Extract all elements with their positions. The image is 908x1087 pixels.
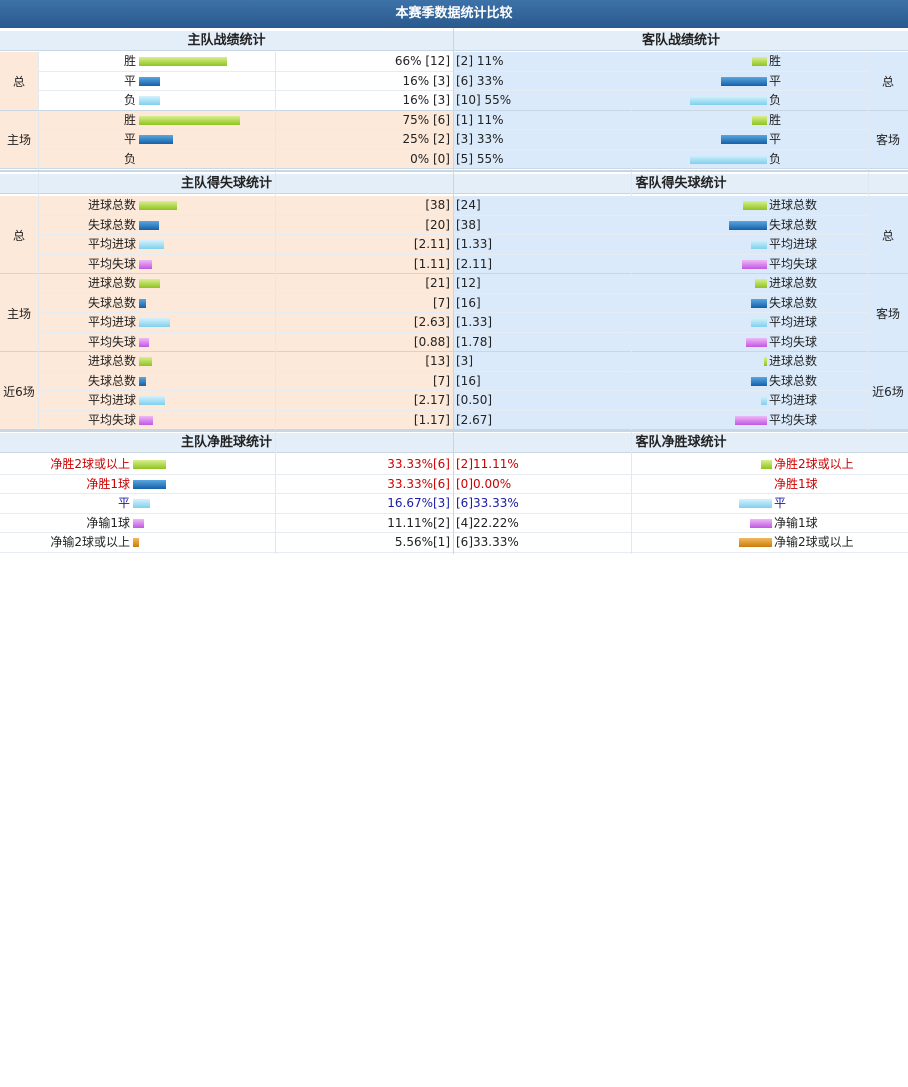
- goals-away-bar: [751, 240, 767, 249]
- goals-away-bar: [761, 396, 767, 405]
- away-group-label: 近6场: [868, 352, 908, 430]
- away-goals-header: 客队得失球统计: [454, 174, 908, 194]
- net-row-label: 净输2球或以上: [0, 533, 130, 1087]
- net-away-bar: [750, 519, 772, 528]
- record-home-bar: [139, 116, 240, 125]
- section-divider: [0, 430, 908, 432]
- home-group-label: 主场: [0, 274, 38, 352]
- goals-home-bar: [139, 279, 160, 288]
- column-divider: [38, 52, 39, 432]
- net-home-bar: [133, 480, 166, 489]
- goals-away-bar: [751, 299, 767, 308]
- record-home-bar: [139, 77, 160, 86]
- net-home-bar: [133, 538, 139, 547]
- record-away-bar: [690, 96, 767, 105]
- net-home-value: 5.56%[1]: [270, 533, 450, 1087]
- net-home-bar: [133, 499, 150, 508]
- record-away-bar: [721, 135, 767, 144]
- page-title: 本赛季数据统计比较: [0, 0, 908, 28]
- goals-home-bar: [139, 357, 152, 366]
- away-group-label: 客场: [868, 111, 908, 170]
- home-goals-header: 主队得失球统计: [0, 174, 453, 194]
- goals-home-bar: [139, 396, 165, 405]
- record-away-bar: [752, 57, 767, 66]
- away-net-header: 客队净胜球统计: [454, 433, 908, 453]
- goals-home-bar: [139, 240, 164, 249]
- column-divider: [275, 52, 276, 554]
- net-away-bar: [739, 499, 772, 508]
- goals-away-bar: [746, 338, 767, 347]
- goals-home-bar: [139, 377, 146, 386]
- record-home-bar: [139, 135, 173, 144]
- net-home-bar: [133, 519, 144, 528]
- home-group-label: 总: [0, 196, 38, 274]
- goals-home-bar: [139, 338, 149, 347]
- net-away-bar: [739, 538, 772, 547]
- record-home-bar: [139, 96, 160, 105]
- goals-away-bar: [751, 318, 767, 327]
- row-divider: [0, 552, 908, 553]
- column-divider: [453, 28, 454, 554]
- net-away-value: [6]33.33%: [456, 533, 626, 1087]
- record-away-bar: [752, 116, 767, 125]
- column-divider: [868, 52, 869, 432]
- net-row-label-away: 净输2球或以上: [774, 533, 904, 1087]
- section-divider: [0, 170, 908, 172]
- record-away-bar: [721, 77, 767, 86]
- away-group-label: 客场: [868, 274, 908, 352]
- goals-home-bar: [139, 299, 146, 308]
- goals-home-bar: [139, 416, 153, 425]
- net-home-bar: [133, 460, 166, 469]
- goals-away-bar: [735, 416, 767, 425]
- goals-away-bar: [743, 201, 767, 210]
- record-away-bar: [690, 155, 767, 164]
- goals-away-bar: [764, 357, 767, 366]
- home-group-label: 主场: [0, 111, 38, 170]
- goals-away-bar: [755, 279, 767, 288]
- goals-home-bar: [139, 318, 170, 327]
- goals-away-bar: [742, 260, 767, 269]
- home-group-label: 近6场: [0, 352, 38, 430]
- away-group-label: 总: [868, 196, 908, 274]
- away-record-header: 客队战绩统计: [454, 31, 908, 51]
- home-group-label: 总: [0, 52, 38, 111]
- column-divider: [631, 52, 632, 554]
- record-home-bar: [139, 57, 227, 66]
- away-group-label: 总: [868, 52, 908, 111]
- goals-home-bar: [139, 260, 152, 269]
- home-record-header: 主队战绩统计: [0, 31, 453, 51]
- goals-home-bar: [139, 221, 159, 230]
- goals-away-bar: [751, 377, 767, 386]
- goals-home-bar: [139, 201, 177, 210]
- group-divider: [0, 168, 908, 169]
- goals-away-bar: [729, 221, 767, 230]
- home-net-header: 主队净胜球统计: [0, 433, 453, 453]
- net-away-bar: [761, 460, 772, 469]
